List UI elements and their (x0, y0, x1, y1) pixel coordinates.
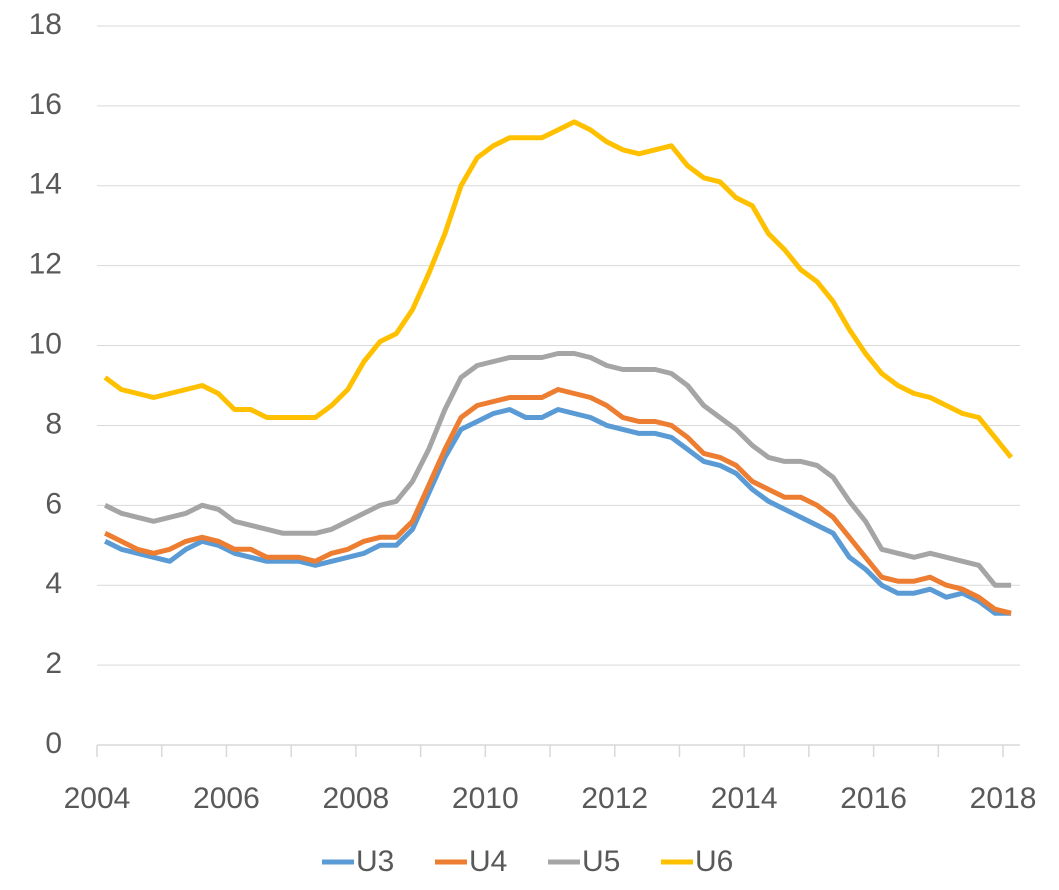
x-tick-label: 2014 (711, 782, 778, 815)
legend-label: U3 (356, 845, 394, 878)
legend-label: U5 (582, 845, 620, 878)
x-tick-label: 2012 (581, 782, 648, 815)
y-tick-label: 8 (45, 407, 62, 440)
x-tick-label: 2016 (840, 782, 907, 815)
series-line (103, 387, 1012, 616)
y-tick-label: 12 (29, 248, 62, 281)
y-tick-label: 0 (45, 727, 62, 760)
series-line (103, 351, 1012, 588)
y-tick-label: 16 (29, 88, 62, 121)
y-tick-label: 18 (29, 8, 62, 41)
y-tick-label: 4 (45, 567, 62, 600)
y-tick-label: 14 (29, 168, 62, 201)
x-tick-label: 2006 (193, 782, 260, 815)
y-tick-label: 6 (45, 487, 62, 520)
y-tick-label: 10 (29, 327, 62, 360)
x-tick-label: 2004 (64, 782, 131, 815)
series-line (103, 119, 1014, 459)
y-tick-label: 2 (45, 647, 62, 680)
legend-label: U4 (469, 845, 507, 878)
x-tick-label: 2018 (970, 782, 1037, 815)
legend-label: U6 (695, 845, 733, 878)
series-line (103, 407, 1012, 616)
x-tick-label: 2010 (452, 782, 519, 815)
x-tick-label: 2008 (322, 782, 389, 815)
